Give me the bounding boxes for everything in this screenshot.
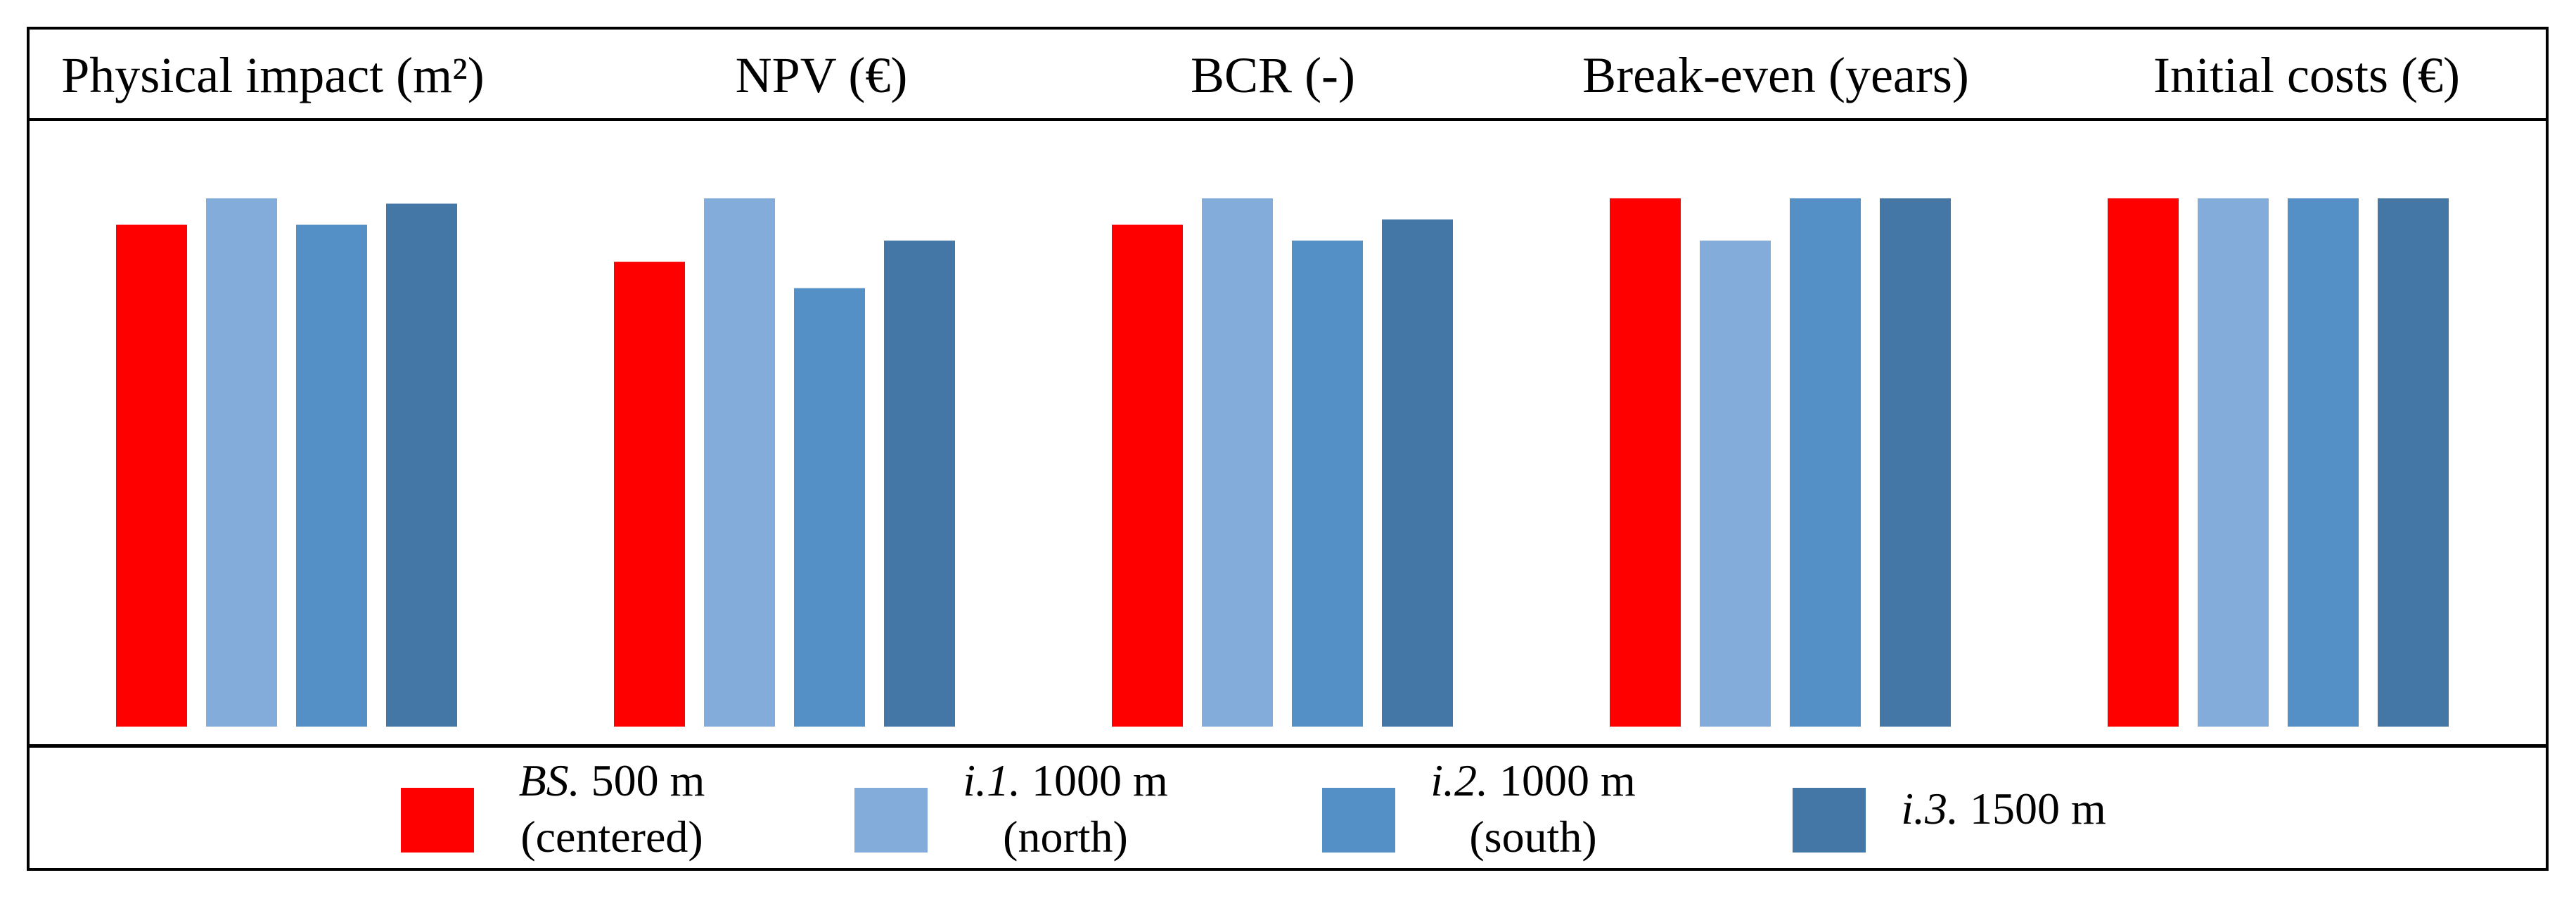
legend-label-i2-code: i.2. [1430, 755, 1488, 805]
legend-item-i1: i.1. 1000 m (north) [854, 753, 1178, 865]
legend-label-i3-code: i.3. [1901, 784, 1959, 834]
legend-label-i1-length: 1000 m [1020, 755, 1168, 805]
bar-physical-impact-i3 [386, 203, 457, 727]
legend-label-i2-location: (south) [1469, 812, 1597, 862]
bar-initial-costs-i1 [2198, 198, 2269, 727]
panel-title-initial-costs: Initial costs (€) [2153, 47, 2460, 103]
bar-bcr-i3 [1382, 219, 1453, 727]
legend-label-bs-code: BS. [518, 755, 580, 805]
legend-label-bs-length: 500 m [579, 755, 705, 805]
panel-title-bcr: BCR (-) [1191, 47, 1355, 103]
header-divider [27, 118, 2549, 121]
chart-frame [27, 27, 2549, 871]
legend-label-i3: i.3. 1500 m [1891, 781, 2116, 837]
bar-npv-bs [614, 262, 685, 727]
legend-swatch-i2 [1322, 788, 1395, 853]
legend-label-i1-code: i.1. [963, 755, 1020, 805]
legend-label-i3-length: 1500 m [1959, 784, 2106, 834]
legend-swatch-i1 [854, 788, 928, 853]
panel-title-physical-impact: Physical impact (m²) [61, 47, 485, 103]
panel-title-npv: NPV (€) [735, 47, 908, 103]
bar-initial-costs-i3 [2378, 198, 2449, 727]
bar-bcr-i1 [1202, 198, 1273, 727]
bar-bcr-bs [1112, 224, 1183, 727]
legend-label-i2-length: 1000 m [1488, 755, 1636, 805]
legend-item-i2: i.2. 1000 m (south) [1322, 753, 1646, 865]
legend-item-i3: i.3. 1500 m [1793, 753, 2116, 865]
bar-initial-costs-i2 [2288, 198, 2359, 727]
legend-swatch-bs [401, 788, 474, 853]
legend-label-i1-location: (north) [1003, 812, 1128, 862]
legend-label-i2: i.2. 1000 m (south) [1421, 753, 1646, 865]
bar-physical-impact-i1 [206, 198, 277, 727]
legend-label-bs-location: (centered) [520, 812, 703, 862]
panel-title-break-even: Break-even (years) [1582, 47, 1969, 103]
bar-npv-i1 [704, 198, 775, 727]
bar-bcr-i2 [1292, 241, 1363, 727]
legend-label-bs: BS. 500 m (centered) [499, 753, 724, 865]
bar-physical-impact-i2 [296, 224, 367, 727]
bar-npv-i3 [884, 241, 955, 727]
bar-break-even-i1 [1700, 241, 1771, 727]
bar-break-even-i2 [1790, 198, 1861, 727]
bar-break-even-bs [1610, 198, 1681, 727]
bar-break-even-i3 [1880, 198, 1951, 727]
legend-label-i1: i.1. 1000 m (north) [953, 753, 1178, 865]
bar-npv-i2 [794, 288, 865, 727]
bar-physical-impact-bs [116, 224, 187, 727]
legend-divider [27, 744, 2549, 748]
legend-swatch-i3 [1793, 788, 1866, 853]
legend-item-bs: BS. 500 m (centered) [401, 753, 724, 865]
bar-initial-costs-bs [2108, 198, 2179, 727]
